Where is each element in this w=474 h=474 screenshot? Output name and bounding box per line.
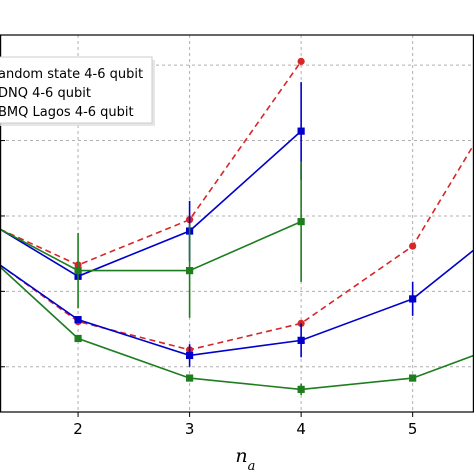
data-point [74,316,82,324]
series-line [0,249,474,357]
data-point [409,295,417,303]
x-tick-label: 2 [73,420,83,438]
data-point [74,267,82,275]
series-6 [0,266,474,396]
series-line [0,130,302,278]
x-tick-label: 3 [185,420,195,438]
data-point [297,385,305,393]
series-3 [0,161,305,318]
x-axis-label-subscript: a [248,459,256,474]
data-point [186,267,194,275]
series-line [0,143,474,351]
data-point [297,218,305,226]
legend-entry-label: andom state 4-6 qubit [0,67,143,82]
series-5 [0,249,474,367]
data-point [186,351,194,360]
legend: andom state 4-6 qubit DNQ 4-6 qubit BMQ La… [0,56,155,126]
x-tick-label: 4 [296,420,306,438]
data-point [297,127,305,135]
data-point [74,334,82,343]
data-point [409,374,417,382]
data-point [409,242,417,250]
series-line [0,60,302,266]
legend-entry-label: BMQ Lagos 4-6 qubit [0,105,134,120]
series-line [0,266,474,391]
data-point [297,336,305,344]
x-ticks: 2 3 4 5 [73,412,417,438]
series [0,57,474,396]
x-tick-label: 5 [408,420,418,438]
plot-frame [0,34,474,413]
x-axis-label-main: n [235,445,247,467]
x-axis-label: na [235,445,255,474]
series-line [0,220,302,272]
legend-entry-label: DNQ 4-6 qubit [0,86,91,101]
legend-box [0,56,153,124]
data-point [297,57,305,65]
data-point [186,374,194,382]
